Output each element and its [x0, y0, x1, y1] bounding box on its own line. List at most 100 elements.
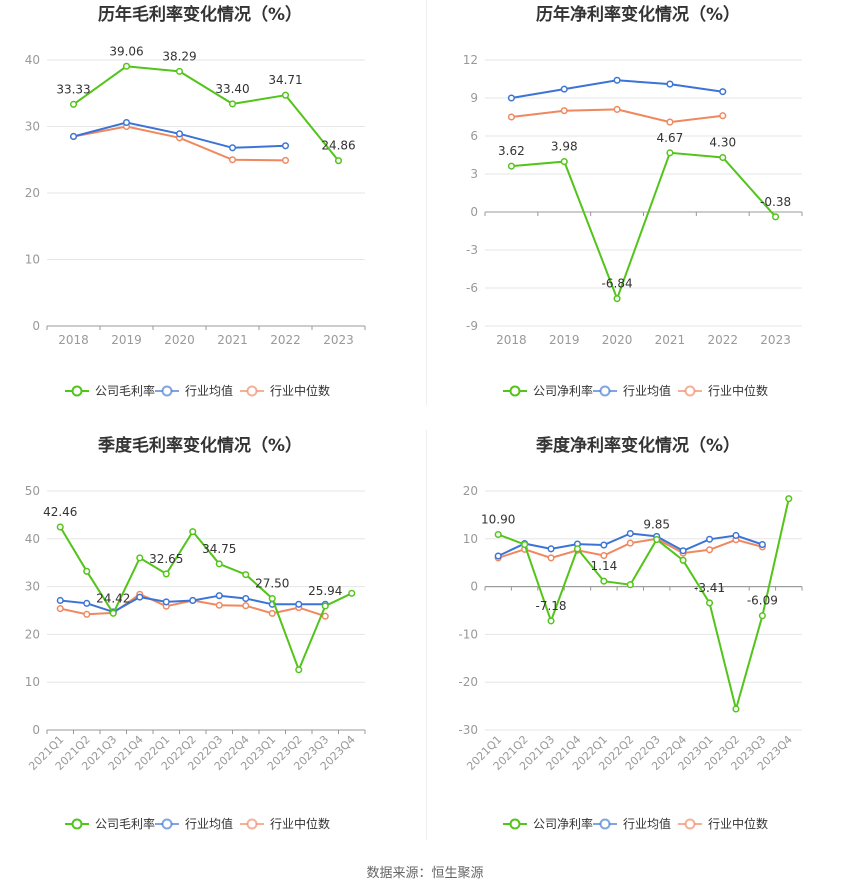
legend-item-company[interactable]: 公司毛利率: [65, 383, 155, 398]
data-point-industry_avg: [56, 596, 64, 605]
y-tick-label: 3: [470, 167, 478, 181]
data-point-industry_median: [600, 551, 608, 560]
legend-item-company[interactable]: 公司净利率: [503, 816, 593, 831]
data-label: -0.38: [760, 195, 791, 209]
data-point-industry_avg: [494, 552, 502, 560]
data-point-company: [732, 705, 740, 713]
data-label: 33.33: [56, 82, 90, 96]
data-label: 9.85: [643, 518, 670, 532]
data-label: -6.09: [747, 594, 778, 608]
data-point-industry_median: [228, 156, 237, 164]
x-tick-label: 2021: [217, 333, 248, 347]
chart-title: 历年净利率变化情况（%）: [536, 4, 740, 25]
legend-item-industry_avg[interactable]: 行业均值: [593, 816, 671, 831]
data-point-industry_median: [666, 118, 674, 126]
legend: 公司毛利率 行业均值 行业中位数: [65, 816, 330, 831]
data-point-industry_avg: [242, 595, 250, 603]
y-tick-label: 0: [32, 319, 40, 333]
x-tick-label: 2020: [164, 333, 195, 347]
chart-title: 历年毛利率变化情况（%）: [98, 4, 302, 25]
chart-annual-gross: 历年毛利率变化情况（%） 0 10 20 30 40 2018 2019 2020 2021 202…: [25, 4, 366, 398]
data-point-industry_avg: [162, 598, 170, 606]
legend-item-industry_median[interactable]: 行业中位数: [240, 816, 330, 831]
legend-label: 行业均值: [623, 383, 671, 398]
legend-item-industry_avg[interactable]: 行业均值: [155, 383, 233, 398]
legend-label: 公司净利率: [533, 816, 593, 831]
data-label: 25.94: [308, 584, 342, 598]
y-tick-label: 10: [25, 675, 40, 689]
data-point-company: [136, 554, 144, 562]
data-point-industry_avg: [626, 529, 634, 538]
data-point-industry_avg: [175, 130, 184, 138]
data-point-industry_avg: [758, 540, 766, 549]
y-tick-label: 9: [470, 91, 478, 105]
data-point-industry_avg: [215, 592, 223, 600]
series-line-company: [497, 498, 790, 713]
data-point-company: [122, 62, 131, 70]
x-tick-label: 2018: [496, 333, 527, 347]
data-point-company: [653, 535, 661, 544]
legend: 公司净利率 行业均值 行业中位数: [503, 383, 768, 398]
data-point-industry_median: [560, 107, 568, 115]
data-point-industry_avg: [295, 600, 303, 608]
data-point-industry_avg: [679, 547, 687, 555]
data-point-company: [666, 149, 674, 157]
data-point-company: [281, 91, 290, 99]
legend-marker: [161, 385, 173, 397]
y-tick-label: 10: [25, 253, 40, 267]
legend-label: 行业均值: [185, 383, 233, 398]
data-point-industry_median: [705, 546, 714, 554]
data-point-company: [521, 540, 529, 549]
legend-marker: [509, 385, 521, 397]
data-point-industry_avg: [666, 80, 674, 88]
y-tick-label: -30: [458, 723, 478, 737]
legend-label: 行业中位数: [708, 383, 768, 398]
y-tick-label: 30: [25, 580, 40, 594]
y-tick-label: 30: [25, 120, 40, 134]
y-tick-label: 20: [463, 484, 478, 498]
y-tick-label: 6: [470, 129, 478, 143]
legend-label: 行业均值: [623, 816, 671, 831]
data-point-industry_median: [242, 602, 250, 610]
vertical-divider-top: [426, 0, 427, 405]
data-label: 34.71: [268, 73, 302, 87]
data-point-company: [719, 153, 727, 162]
y-tick-label: 10: [463, 532, 478, 546]
data-point-company: [547, 617, 555, 625]
data-label: 24.42: [96, 591, 130, 605]
data-point-industry_avg: [228, 144, 237, 152]
legend-item-industry_avg[interactable]: 行业均值: [155, 816, 233, 831]
legend-item-industry_median[interactable]: 行业中位数: [240, 383, 330, 398]
x-tick-label: 2019: [549, 333, 580, 347]
data-label: 3.62: [498, 144, 525, 158]
data-point-industry_avg: [83, 599, 91, 607]
data-point-company: [494, 530, 502, 539]
chart-title: 季度净利率变化情况（%）: [536, 435, 740, 456]
legend-marker: [246, 818, 258, 830]
data-point-company: [295, 666, 303, 674]
legend-item-company[interactable]: 公司净利率: [503, 383, 593, 398]
data-point-company: [679, 556, 687, 564]
data-label: -7.18: [536, 599, 567, 613]
data-point-industry_median: [321, 612, 329, 620]
legend: 公司毛利率 行业均值 行业中位数: [65, 383, 330, 398]
legend-marker: [509, 818, 521, 830]
y-tick-label: -9: [466, 319, 478, 333]
data-point-company: [56, 523, 64, 531]
data-label: 33.40: [215, 82, 249, 96]
data-point-industry_avg: [136, 593, 144, 601]
legend-label: 行业中位数: [708, 816, 768, 831]
legend-item-industry_median[interactable]: 行业中位数: [678, 383, 768, 398]
y-tick-label: -6: [466, 281, 478, 295]
legend-item-company[interactable]: 公司毛利率: [65, 816, 155, 831]
data-point-industry_avg: [719, 88, 727, 96]
y-tick-label: 12: [463, 53, 478, 67]
legend-marker: [161, 818, 173, 830]
legend-marker: [599, 818, 611, 830]
data-label: 3.98: [551, 140, 578, 154]
data-point-company: [348, 589, 356, 597]
legend-item-industry_median[interactable]: 行业中位数: [678, 816, 768, 831]
legend-item-industry_avg[interactable]: 行业均值: [593, 383, 671, 398]
legend-label: 行业中位数: [270, 383, 330, 398]
legend-marker: [71, 385, 83, 397]
